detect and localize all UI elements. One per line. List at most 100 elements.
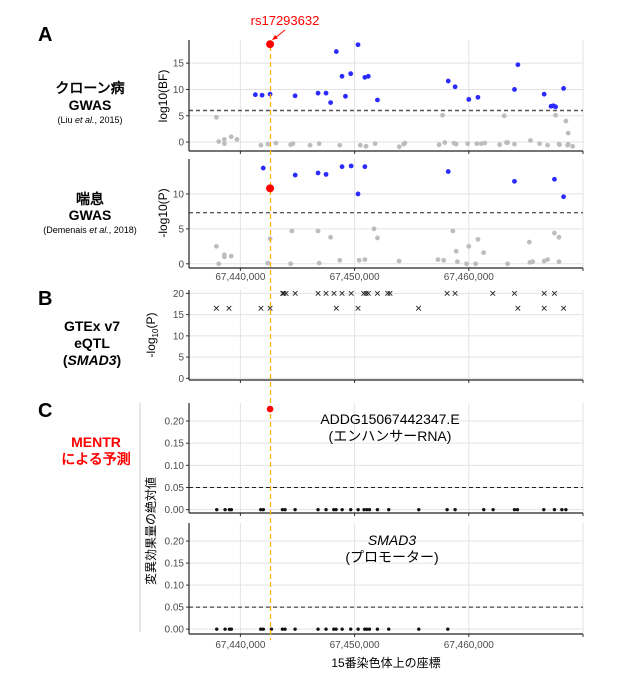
variant-effect-point bbox=[283, 507, 287, 512]
non-significant-point bbox=[453, 141, 459, 147]
non-significant-point bbox=[450, 228, 456, 234]
snp-label: rs17293632 bbox=[251, 13, 320, 28]
highlight-points bbox=[266, 40, 275, 413]
non-significant-point bbox=[307, 142, 313, 148]
cross-stroke bbox=[387, 290, 393, 297]
non-significant-point bbox=[222, 137, 227, 142]
eqtl-cross-point bbox=[444, 290, 450, 297]
cross-stroke bbox=[511, 290, 518, 297]
y-tick-label: 0.05 bbox=[165, 603, 185, 614]
y-tick-label: 0.10 bbox=[165, 461, 185, 472]
non-significant-point bbox=[530, 259, 536, 265]
variant-effect-point bbox=[349, 627, 353, 631]
eqtl-cross-point bbox=[339, 290, 345, 297]
variant-effect-point bbox=[482, 507, 486, 512]
non-significant-point bbox=[375, 235, 380, 241]
non-significant-point bbox=[475, 236, 481, 242]
mentr-label: MENTR bbox=[71, 434, 121, 450]
x-tick-label: 67,460,000 bbox=[444, 640, 494, 651]
promoter-gene: SMAD3 bbox=[368, 532, 416, 548]
highlight-snp-point bbox=[266, 184, 275, 193]
non-significant-point bbox=[371, 226, 377, 232]
y-tick-label: 0.20 bbox=[165, 417, 185, 428]
panel-asthma: 0 5 10 bbox=[173, 159, 584, 271]
y-axis-title-crohn: log10(BF) bbox=[156, 70, 170, 123]
x-tick-labels-mentr: 67,440,000 67,450,000 67,460,000 bbox=[215, 640, 494, 651]
significant-point bbox=[362, 164, 368, 170]
non-significant-point bbox=[553, 112, 558, 118]
variant-effect-point bbox=[293, 507, 297, 512]
eqtl-cross-point bbox=[511, 290, 518, 297]
variant-effect-point bbox=[356, 627, 360, 631]
variant-effect-point bbox=[259, 627, 263, 631]
cross-stroke bbox=[348, 290, 354, 297]
enhancer-type: (エンハンサーRNA) bbox=[329, 428, 452, 444]
eqtl-cross-point bbox=[283, 290, 289, 297]
y-tick-label: 0.15 bbox=[165, 559, 185, 570]
variant-effect-point bbox=[512, 507, 517, 512]
cross-stroke bbox=[490, 290, 496, 297]
significant-point bbox=[323, 90, 329, 96]
panel-mentr-promoter: 0.00 0.05 0.10 0.15 0.20 bbox=[165, 523, 584, 637]
variant-effect-point bbox=[491, 507, 495, 512]
cross-stroke bbox=[415, 305, 422, 311]
x-tick-label: 67,460,000 bbox=[444, 272, 494, 283]
significant-point bbox=[333, 49, 339, 54]
cross-stroke bbox=[315, 290, 321, 297]
y-tick-label: 0.15 bbox=[165, 439, 185, 450]
variant-effect-point bbox=[316, 507, 320, 512]
non-significant-point bbox=[528, 138, 533, 143]
variant-effect-point bbox=[375, 507, 380, 512]
cross-stroke bbox=[292, 290, 298, 297]
cross-stroke bbox=[444, 290, 450, 297]
significant-point bbox=[252, 92, 258, 98]
variant-effect-point bbox=[283, 627, 287, 631]
non-significant-point bbox=[222, 252, 227, 258]
significant-point bbox=[375, 97, 380, 103]
eqtl-source: GTEx v7 bbox=[64, 318, 120, 334]
variant-effect-point bbox=[215, 627, 219, 631]
non-significant-point bbox=[473, 261, 479, 267]
non-significant-point bbox=[465, 141, 471, 147]
non-significant-point bbox=[545, 142, 550, 148]
significant-point bbox=[328, 100, 334, 106]
asthma-citation: (Demenais et al., 2018) bbox=[43, 225, 137, 235]
eqtl-gene: (SMAD3) bbox=[63, 352, 121, 368]
significant-point bbox=[292, 172, 298, 178]
cross-stroke bbox=[374, 290, 381, 297]
eqtl-cross-point bbox=[331, 290, 337, 297]
variant-effect-point bbox=[349, 507, 353, 512]
significant-point bbox=[512, 178, 517, 184]
non-significant-point bbox=[337, 257, 343, 263]
variant-effect-point bbox=[223, 627, 227, 631]
variant-effect-point bbox=[280, 627, 285, 631]
significant-point bbox=[348, 71, 354, 77]
variant-effect-point bbox=[387, 627, 391, 631]
non-significant-point bbox=[545, 257, 550, 263]
enhancer-id: ADDG15067442347.E bbox=[320, 411, 459, 427]
variant-effect-point bbox=[375, 627, 380, 631]
y-tick-label: 0.20 bbox=[165, 537, 185, 548]
significant-point bbox=[561, 85, 566, 91]
variant-effect-point bbox=[340, 627, 344, 631]
cross-stroke bbox=[355, 305, 361, 311]
y-tick-label: 10 bbox=[173, 331, 185, 342]
non-significant-point bbox=[505, 140, 511, 145]
variant-effect-point bbox=[229, 627, 234, 631]
y-tick-label: 5 bbox=[178, 224, 184, 235]
y-tick-label: 0 bbox=[178, 374, 184, 385]
eqtl-cross-point bbox=[490, 290, 496, 297]
variant-effect-point bbox=[417, 627, 421, 631]
y-axis-title-asthma: -log10(P) bbox=[156, 188, 170, 237]
non-significant-point bbox=[435, 257, 441, 263]
cross-stroke bbox=[541, 305, 547, 311]
non-significant-point bbox=[464, 261, 469, 267]
variant-effect-point bbox=[542, 507, 546, 512]
variant-effect-point bbox=[365, 627, 369, 631]
eqtl-cross-point bbox=[452, 290, 458, 297]
non-significant-point bbox=[265, 141, 271, 147]
non-significant-point bbox=[497, 142, 503, 148]
eqtl-cross-point bbox=[355, 305, 361, 311]
significant-point bbox=[292, 93, 298, 99]
